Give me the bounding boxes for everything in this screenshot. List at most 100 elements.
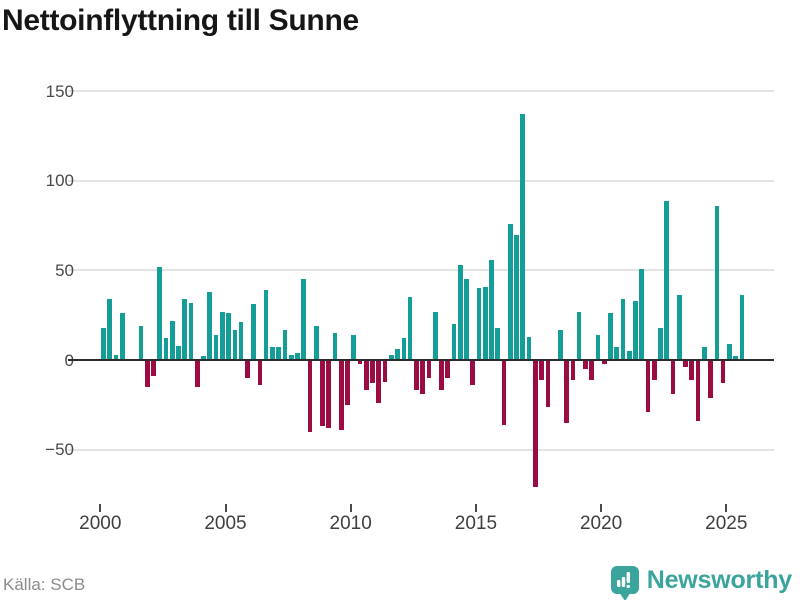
gridline — [68, 448, 774, 451]
x-axis-tick-label: 2000 — [79, 513, 122, 534]
x-axis-tick — [349, 504, 352, 512]
positive-bar-2002-Q2 — [157, 266, 163, 360]
negative-bar-2012-Q4 — [420, 360, 425, 395]
negative-bar-2008-Q4 — [320, 360, 325, 427]
negative-bar-2023-Q3 — [689, 360, 695, 380]
positive-bar-2006-Q1 — [251, 304, 256, 360]
positive-bar-2024-Q1 — [702, 347, 707, 360]
negative-bar-2019-Q3 — [589, 360, 595, 380]
positive-bar-2000-Q2 — [107, 299, 112, 360]
positive-bar-2022-Q3 — [664, 200, 670, 360]
newsworthy-badge-icon — [610, 566, 639, 600]
positive-bar-2007-Q1 — [276, 347, 282, 360]
positive-bar-2006-Q3 — [263, 290, 269, 360]
positive-bar-2009-Q2 — [332, 333, 338, 360]
negative-bar-2018-Q3 — [564, 360, 569, 423]
positive-bar-2025-Q3 — [739, 295, 745, 360]
positive-bar-2014-Q3 — [464, 279, 469, 360]
positive-bar-2020-Q4 — [620, 299, 626, 360]
positive-bar-2022-Q2 — [658, 327, 663, 360]
positive-bar-2012-Q1 — [401, 338, 407, 360]
negative-bar-2013-Q1 — [426, 360, 432, 378]
positive-bar-2021-Q2 — [633, 300, 638, 360]
bar-chart-plot-area: 150 100 50 0 −50 2000 2005 2010 2015 2020 2025 — [16, 82, 774, 534]
positive-bar-2012-Q2 — [407, 297, 413, 360]
newsworthy-wordmark: Newsworthy — [646, 565, 792, 594]
negative-bar-2023-Q4 — [695, 360, 701, 421]
positive-bar-2003-Q3 — [188, 302, 194, 360]
newsworthy-logo[interactable]: Newsworthy — [610, 560, 792, 600]
negative-bar-2003-Q4 — [194, 360, 200, 387]
x-axis-tick — [99, 504, 102, 512]
gridline — [68, 90, 774, 93]
x-axis-tick-label: 2020 — [579, 513, 623, 534]
positive-bar-2000-Q1 — [101, 327, 106, 360]
negative-bar-2024-Q2 — [708, 360, 713, 398]
negative-bar-2002-Q1 — [151, 360, 156, 377]
positive-bar-2015-Q2 — [482, 286, 488, 360]
positive-bar-2008-Q3 — [313, 325, 319, 360]
positive-bar-2014-Q1 — [451, 324, 457, 360]
positive-bar-2001-Q3 — [138, 325, 144, 360]
positive-bar-2005-Q1 — [226, 313, 231, 360]
negative-bar-2010-Q2 — [357, 360, 363, 364]
positive-bar-2003-Q1 — [176, 345, 181, 360]
gridline — [68, 269, 774, 272]
x-axis-tick — [600, 504, 603, 512]
positive-bar-2011-Q4 — [395, 349, 400, 360]
positive-bar-2005-Q2 — [232, 329, 238, 360]
negative-bar-2021-Q4 — [645, 360, 651, 412]
positive-bar-2015-Q3 — [489, 259, 494, 360]
y-axis-tick-label: 0 — [16, 351, 74, 371]
positive-bar-2000-Q4 — [119, 313, 125, 360]
positive-bar-2002-Q4 — [169, 320, 175, 360]
positive-bar-2003-Q2 — [182, 299, 188, 360]
positive-bar-2004-Q3 — [213, 334, 219, 360]
negative-bar-2001-Q4 — [144, 360, 150, 387]
positive-bar-2013-Q2 — [432, 311, 438, 360]
positive-bar-2015-Q4 — [495, 327, 501, 360]
positive-bar-2000-Q3 — [113, 354, 119, 360]
negative-bar-2009-Q4 — [345, 360, 350, 405]
negative-bar-2014-Q4 — [470, 360, 476, 386]
negative-bar-2016-Q1 — [501, 360, 507, 425]
positive-bar-2004-Q1 — [201, 356, 206, 360]
chart-title: Nettoinflyttning till Sunne — [2, 4, 359, 37]
negative-bar-2017-Q4 — [545, 360, 551, 407]
negative-bar-2010-Q3 — [363, 360, 369, 391]
badge-pointer — [618, 592, 631, 600]
positive-bar-2020-Q3 — [614, 347, 620, 360]
positive-bar-2007-Q3 — [288, 354, 294, 360]
x-axis-tick-label: 2010 — [329, 513, 372, 534]
y-axis-tick-label: −50 — [45, 440, 74, 460]
gridline — [68, 179, 774, 182]
y-axis-tick-label: 50 — [55, 260, 74, 280]
x-axis-tick — [474, 504, 477, 512]
negative-bar-2023-Q2 — [683, 360, 688, 368]
positive-bar-2005-Q3 — [238, 322, 244, 360]
positive-bar-2006-Q4 — [270, 347, 275, 360]
x-axis-tick-label: 2025 — [705, 513, 748, 534]
positive-bar-2011-Q3 — [389, 354, 394, 360]
positive-bar-2008-Q1 — [301, 279, 307, 360]
positive-bar-2004-Q2 — [207, 291, 213, 360]
positive-bar-2025-Q2 — [733, 356, 738, 360]
negative-bar-2009-Q3 — [338, 360, 344, 430]
negative-bar-2006-Q2 — [257, 360, 263, 386]
positive-bar-2004-Q4 — [219, 311, 225, 360]
negative-bar-2022-Q1 — [651, 360, 657, 380]
positive-bar-2019-Q1 — [576, 311, 582, 360]
x-axis-tick — [725, 504, 728, 512]
positive-bar-2007-Q4 — [295, 352, 300, 360]
negative-bar-2022-Q4 — [670, 360, 676, 395]
negative-bar-2013-Q3 — [439, 360, 444, 391]
negative-bar-2019-Q2 — [583, 360, 588, 369]
bar-chart-icon — [616, 572, 630, 588]
source-caption: Källa: SCB — [3, 575, 86, 594]
positive-bar-2021-Q3 — [639, 268, 645, 360]
negative-bar-2020-Q1 — [601, 360, 607, 364]
y-axis-tick-label: 100 — [45, 171, 74, 191]
positive-bar-2014-Q2 — [457, 265, 463, 360]
positive-bar-2015-Q1 — [476, 288, 482, 360]
positive-bar-2023-Q1 — [676, 295, 682, 360]
